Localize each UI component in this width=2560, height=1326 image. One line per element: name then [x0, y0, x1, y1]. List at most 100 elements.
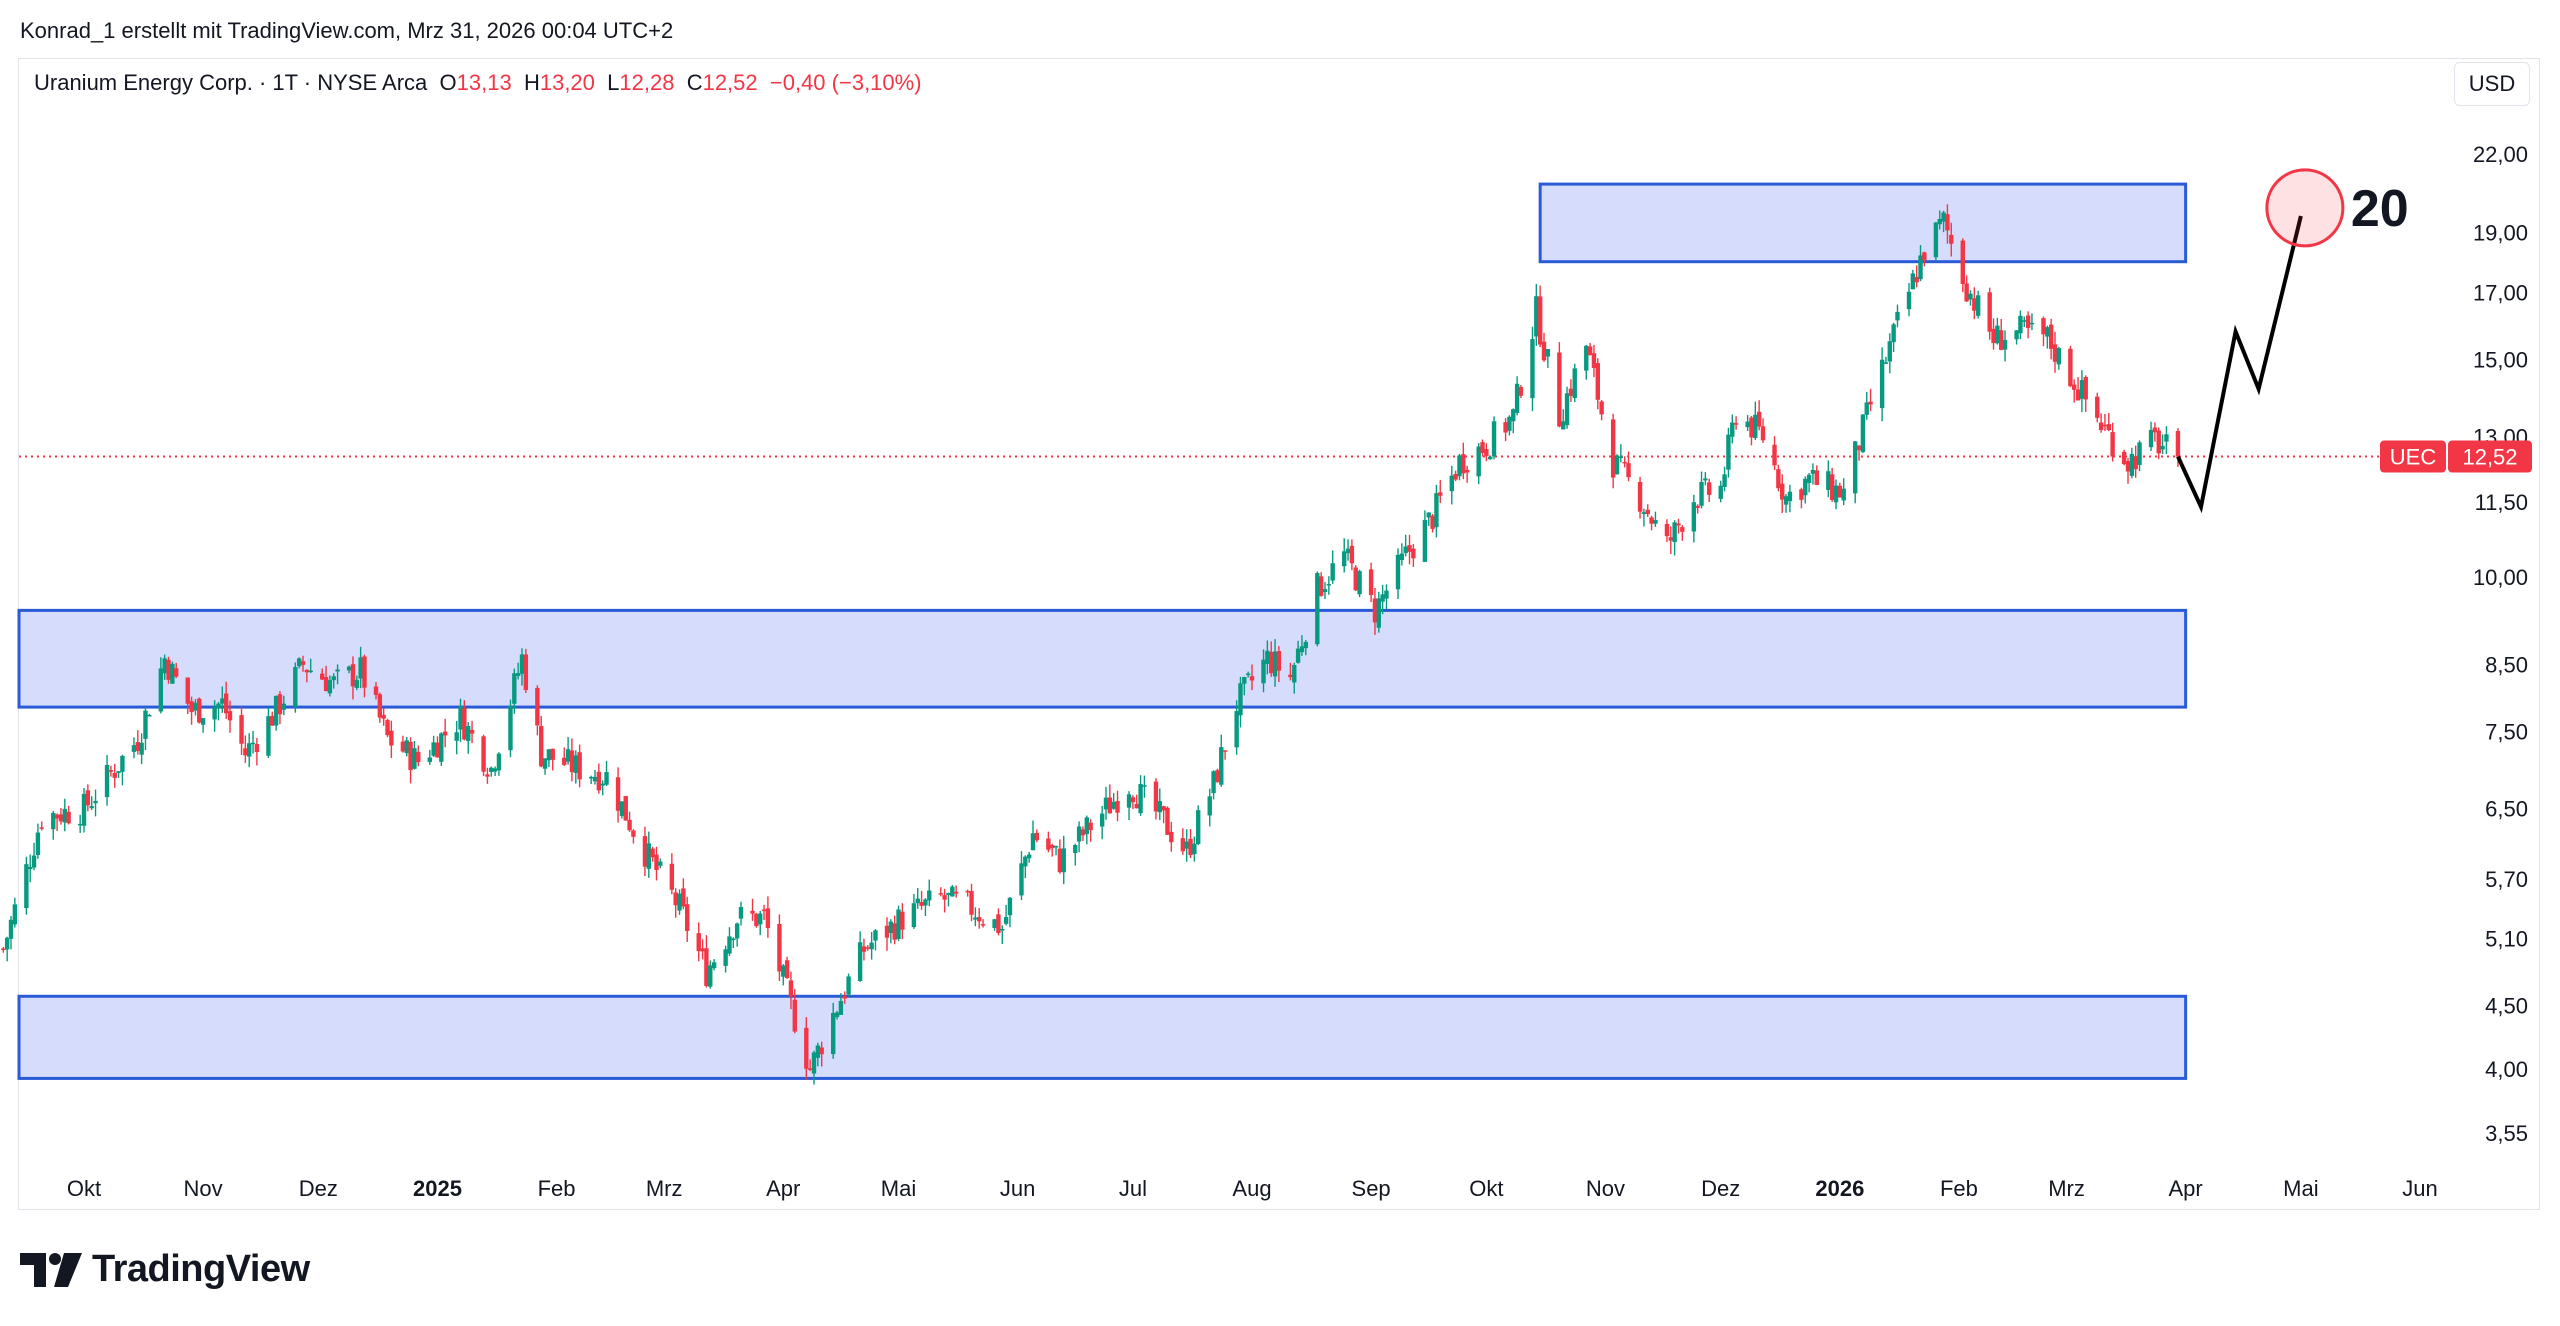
- candle: [1084, 815, 1089, 845]
- candle: [711, 959, 717, 971]
- candle-body: [327, 680, 333, 694]
- candle-body: [873, 930, 878, 941]
- candle-body: [304, 669, 310, 673]
- candle: [1518, 385, 1524, 399]
- candle: [1833, 479, 1839, 510]
- candle-body: [865, 947, 870, 949]
- candle-body: [170, 663, 175, 684]
- candle: [1422, 510, 1428, 563]
- candle-body: [1914, 276, 1919, 283]
- candle-body: [1891, 324, 1896, 343]
- candle-body: [1165, 807, 1170, 835]
- candle: [216, 702, 221, 721]
- candle-body: [1968, 293, 1973, 300]
- candle-body: [227, 711, 233, 721]
- candle: [1933, 221, 1939, 262]
- candle-body: [293, 667, 298, 708]
- candle: [1026, 851, 1032, 863]
- candle: [1964, 275, 1969, 302]
- candle-body: [2095, 396, 2100, 418]
- candle-body: [1046, 838, 1051, 850]
- candle-body: [731, 938, 736, 941]
- candle-body: [270, 715, 275, 726]
- candle-body: [754, 913, 759, 927]
- candle: [458, 698, 463, 742]
- candle-body: [792, 999, 797, 1032]
- candle: [2098, 413, 2104, 433]
- candle-body: [896, 909, 901, 939]
- legend-open-label: O: [439, 70, 457, 95]
- candle-body: [296, 658, 302, 667]
- candle-body: [1699, 481, 1704, 506]
- candle: [1530, 326, 1535, 412]
- candle-body: [1111, 801, 1116, 809]
- candle: [1707, 478, 1712, 502]
- candle-body: [2014, 330, 2019, 340]
- candle-body: [1088, 822, 1093, 831]
- candle: [489, 766, 494, 777]
- candle: [1668, 526, 1673, 555]
- candle: [1941, 210, 1946, 233]
- candle-body: [1780, 483, 1785, 500]
- candle: [1584, 344, 1589, 380]
- zones-layer: [17, 182, 2188, 1080]
- candle: [166, 656, 171, 684]
- candle: [727, 927, 732, 956]
- candle-body: [1507, 416, 1512, 431]
- x-tick-label: Jun: [1000, 1176, 1035, 1201]
- candle: [569, 738, 575, 782]
- candle-body: [1618, 456, 1624, 459]
- candle: [1960, 238, 1965, 293]
- target-circle: [2265, 168, 2345, 248]
- candle: [2102, 413, 2108, 432]
- legend-change: −0,40 (−3,10%): [769, 70, 922, 95]
- candle: [1637, 476, 1643, 519]
- candle: [542, 758, 548, 775]
- candle: [1803, 476, 1808, 504]
- candle: [1000, 925, 1005, 945]
- candle: [62, 798, 67, 832]
- candle: [1937, 210, 1942, 230]
- candle: [439, 732, 444, 766]
- candle-body: [28, 866, 33, 870]
- candle-body: [362, 656, 367, 688]
- candle-body: [1050, 845, 1055, 849]
- candle: [77, 814, 83, 833]
- candle-body: [969, 891, 974, 915]
- candle: [2083, 375, 2088, 412]
- candle-body: [277, 694, 283, 715]
- candle: [1534, 284, 1539, 346]
- candle-body: [1599, 401, 1604, 415]
- candle-body: [212, 707, 217, 720]
- projection-layer: 20: [2176, 168, 2409, 514]
- candle: [1703, 472, 1708, 486]
- candle-body: [335, 669, 340, 672]
- candle: [1753, 401, 1758, 441]
- currency-button[interactable]: USD: [2454, 62, 2530, 106]
- candle-body: [1484, 449, 1489, 456]
- candle-body: [1676, 523, 1681, 526]
- candle-body: [1826, 471, 1831, 490]
- candle: [1153, 778, 1159, 820]
- x-tick-label: 2025: [413, 1176, 462, 1201]
- candle: [1730, 414, 1735, 444]
- candle-body: [542, 758, 548, 769]
- candle-body: [669, 863, 675, 890]
- candle-body: [77, 823, 83, 826]
- candle: [2148, 421, 2154, 452]
- candle-body: [1134, 803, 1139, 809]
- tradingview-logo[interactable]: TradingView: [20, 1248, 310, 1291]
- candle: [296, 657, 302, 669]
- candle: [1614, 454, 1620, 475]
- candle: [992, 918, 997, 931]
- candle: [2072, 379, 2077, 403]
- candle-body: [646, 843, 651, 869]
- candle-body: [216, 703, 221, 709]
- candle: [323, 665, 329, 692]
- candle: [1488, 456, 1493, 460]
- candle: [1595, 358, 1600, 410]
- candle-body: [2002, 339, 2008, 350]
- candle: [508, 699, 513, 758]
- candle-body: [2083, 377, 2088, 400]
